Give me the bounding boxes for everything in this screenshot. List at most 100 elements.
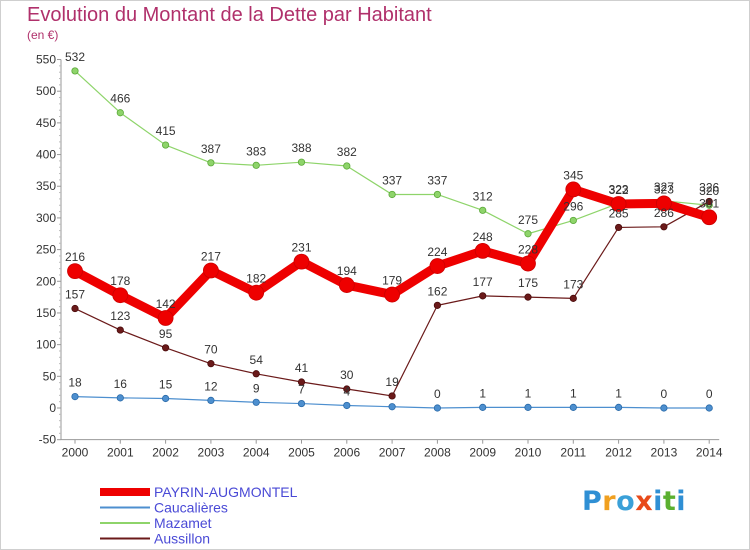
data-point-caucali-res [71,392,79,401]
data-point-payrin-augmontel [565,181,582,198]
data-label-caucali-res: 18 [68,376,82,390]
data-label-aussillon: 19 [385,375,399,389]
x-tick-label: 2000 [62,446,89,460]
data-label-mazamet: 296 [563,199,583,213]
legend-label: Mazamet [154,515,212,531]
data-label-mazamet: 275 [518,213,538,227]
data-point-aussillon [569,294,577,302]
data-label-aussillon: 285 [609,206,629,220]
data-point-mazamet [297,158,306,166]
data-label-mazamet: 312 [473,189,493,203]
data-label-mazamet: 387 [201,142,221,156]
data-point-aussillon [705,197,713,206]
data-label-caucali-res: 12 [204,379,218,393]
data-label-caucali-res: 0 [706,387,713,401]
y-tick-label: 500 [36,84,56,98]
data-label-aussillon: 41 [295,361,309,375]
data-point-mazamet [479,206,487,214]
data-label-payrin-augmontel: 301 [699,196,719,210]
data-label-mazamet: 466 [110,92,130,106]
x-tick-label: 2014 [696,446,723,460]
data-point-mazamet [569,216,577,225]
data-point-payrin-augmontel [67,263,83,280]
data-point-mazamet [343,162,351,170]
y-tick-label: 0 [49,401,56,415]
data-point-payrin-augmontel [610,196,627,212]
data-label-aussillon: 162 [427,284,447,298]
data-label-mazamet: 320 [699,184,719,198]
chart-subtitle: (en €) [27,28,59,42]
data-point-payrin-augmontel [157,310,174,326]
data-point-caucali-res [207,396,215,404]
data-point-payrin-augmontel [293,253,310,270]
data-label-aussillon: 70 [204,343,218,357]
x-tick-label: 2011 [560,446,586,460]
data-point-mazamet [207,159,215,167]
data-label-payrin-augmontel: 322 [609,183,629,197]
x-tick-label: 2007 [379,446,406,460]
y-tick-label: 150 [36,306,56,320]
data-label-caucali-res: 1 [479,386,486,400]
data-label-payrin-augmontel: 178 [110,274,130,288]
data-point-aussillon [71,304,79,313]
data-label-aussillon: 173 [563,277,583,291]
x-tick-label: 2005 [288,446,315,460]
data-labels-layer: 18 16 15 12 9 7 4 0 1 1 1 1 0 0 532 466 415 387 383 388 382 3… [65,50,720,401]
x-tick-label: 2008 [424,446,451,460]
y-tick-label: 400 [36,148,56,162]
data-point-aussillon [614,223,623,232]
legend-label: PAYRIN-AUGMONTEL [154,484,298,500]
data-point-payrin-augmontel [112,287,129,304]
data-point-mazamet [433,190,441,199]
data-label-aussillon: 326 [699,180,719,194]
data-point-caucali-res [162,394,170,403]
x-tick-label: 2003 [198,446,225,460]
data-label-payrin-augmontel: 179 [382,274,402,288]
series-layer [67,67,718,412]
data-point-payrin-augmontel [384,286,401,303]
data-point-aussillon [207,360,215,368]
data-point-aussillon [297,378,306,386]
data-point-aussillon [479,292,487,300]
data-point-caucali-res [297,399,306,408]
data-label-mazamet: 388 [291,141,311,155]
data-point-mazamet [388,190,396,199]
axes: -500501001502002503003504004505005502000… [36,53,723,460]
data-label-aussillon: 286 [654,206,674,220]
data-label-mazamet: 337 [427,173,447,187]
data-label-mazamet: 327 [654,180,674,194]
data-point-mazamet [116,109,124,117]
data-label-caucali-res: 15 [159,377,173,391]
data-label-caucali-res: 1 [525,386,532,400]
data-label-caucali-res: 16 [114,377,128,391]
x-tick-label: 2002 [152,446,179,460]
data-point-aussillon [524,293,532,301]
x-tick-label: 2009 [469,446,496,460]
data-label-aussillon: 123 [110,309,130,323]
data-point-caucali-res [569,403,577,411]
data-point-payrin-augmontel [656,195,672,212]
data-point-payrin-augmontel [202,262,219,279]
legend: PAYRIN-AUGMONTELCaucalièresMazametAussil… [100,484,298,547]
data-label-payrin-augmontel: 323 [654,182,674,196]
data-label-payrin-augmontel: 142 [156,297,176,311]
data-label-caucali-res: 0 [434,387,441,401]
data-point-caucali-res [116,394,124,402]
data-label-mazamet: 532 [65,50,85,64]
data-point-mazamet [524,230,532,238]
x-tick-label: 2012 [605,446,632,460]
data-label-mazamet: 337 [382,173,402,187]
data-point-payrin-augmontel [520,255,536,272]
data-point-caucali-res [343,401,351,410]
legend-label: Caucalières [154,500,228,516]
data-label-aussillon: 175 [518,276,538,290]
data-label-aussillon: 54 [250,353,264,367]
data-point-mazamet [71,67,79,75]
data-label-payrin-augmontel: 194 [337,264,357,278]
proxiti-logo: Proxiti [582,486,687,517]
x-tick-label: 2006 [333,446,360,460]
data-label-aussillon: 157 [65,288,85,302]
data-label-caucali-res: 4 [343,384,350,398]
